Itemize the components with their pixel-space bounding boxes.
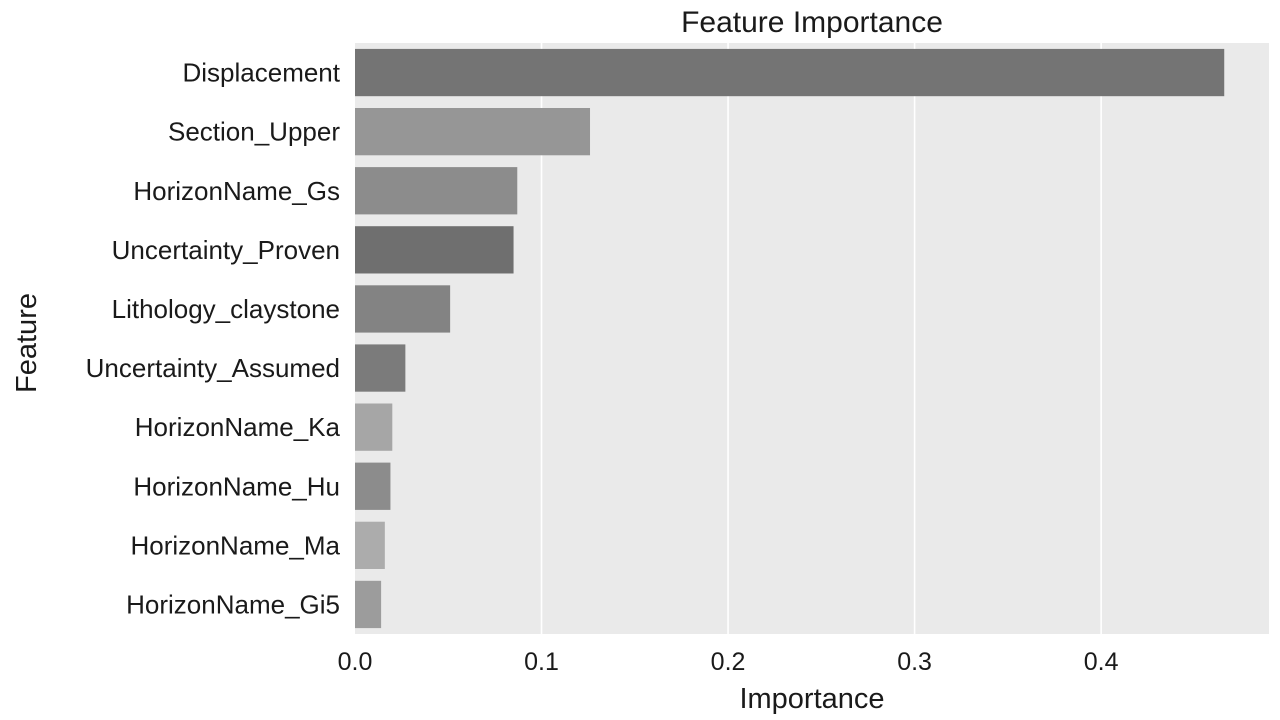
bars xyxy=(355,48,1225,629)
y-category-label: Displacement xyxy=(182,58,340,88)
bar-uncertainty-assumed xyxy=(355,344,406,392)
bar-horizonname-ma xyxy=(355,521,385,569)
y-category-label: Uncertainty_Assumed xyxy=(86,353,340,383)
bar-horizonname-hu xyxy=(355,462,391,510)
bar-lithology-claystone xyxy=(355,285,451,333)
x-tick-label: 0.4 xyxy=(1084,648,1119,676)
x-tick-label: 0.0 xyxy=(338,648,373,676)
bar-horizonname-gs xyxy=(355,167,518,215)
y-category-label: HorizonName_Ka xyxy=(135,412,341,442)
y-category-label: HorizonName_Ma xyxy=(130,530,340,560)
y-category-label: HorizonName_Gi5 xyxy=(126,589,340,619)
bar-displacement xyxy=(355,48,1225,97)
bar-uncertainty-proven xyxy=(355,226,514,274)
bar-horizonname-gi5 xyxy=(355,580,382,629)
x-axis-label: Importance xyxy=(739,683,884,715)
bar-horizonname-ka xyxy=(355,403,393,451)
y-category-label: HorizonName_Gs xyxy=(133,176,340,206)
bar-section-upper xyxy=(355,108,591,156)
y-category-label: HorizonName_Hu xyxy=(133,471,340,501)
chart-title: Feature Importance xyxy=(681,6,943,39)
x-tick-labels: 0.0 0.1 0.2 0.3 0.4 xyxy=(338,648,1119,676)
y-category-label: Uncertainty_Proven xyxy=(112,235,340,265)
x-tick-label: 0.3 xyxy=(897,648,932,676)
y-category-label: Lithology_claystone xyxy=(112,294,340,324)
x-tick-label: 0.1 xyxy=(524,648,559,676)
y-category-labels: Displacement Section_Upper HorizonName_Gs U… xyxy=(86,58,341,620)
y-category-label: Section_Upper xyxy=(168,117,340,147)
y-axis-label: Feature xyxy=(11,293,43,393)
x-tick-label: 0.2 xyxy=(711,648,746,676)
